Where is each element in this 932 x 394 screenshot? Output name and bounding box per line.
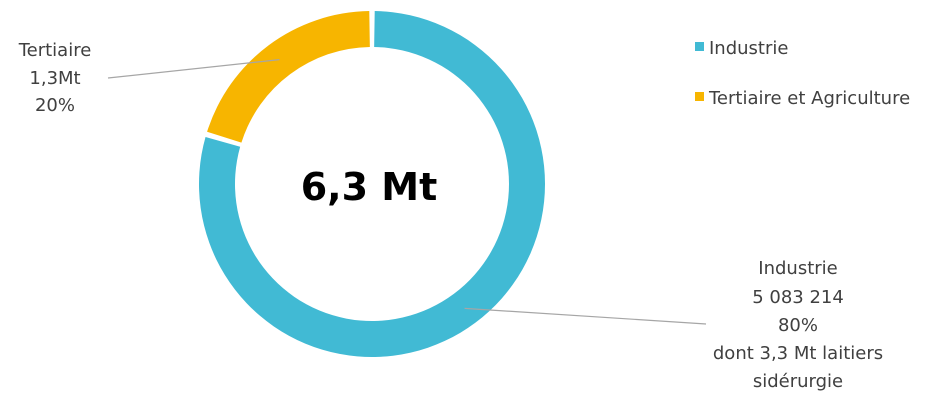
data-label-industrie-line-4: dont 3,3 Mt laitiers bbox=[713, 343, 883, 364]
data-label-industrie-line-5: sidérurgie bbox=[753, 371, 843, 392]
leader-line-industrie bbox=[464, 307, 707, 325]
legend-swatch-tertiaire-agriculture bbox=[695, 92, 704, 101]
slice-tertiaire-et-agriculture bbox=[207, 11, 370, 143]
data-label-tertiaire-line-2: 1,3Mt bbox=[29, 68, 80, 89]
legend-label-tertiaire-agriculture: Tertiaire et Agriculture bbox=[708, 88, 910, 109]
leader-line-tertiaire-et-agriculture bbox=[107, 59, 280, 79]
legend: Industrie Tertiaire et Agriculture bbox=[695, 38, 910, 109]
data-label-industrie-line-3: 80% bbox=[778, 315, 818, 336]
data-label-industrie-line-1: Industrie bbox=[758, 258, 837, 279]
legend-label-industrie: Industrie bbox=[709, 38, 788, 59]
center-total-label: 6,3 Mt bbox=[301, 165, 438, 209]
data-label-tertiaire-line-3: 20% bbox=[35, 95, 75, 116]
data-label-tertiaire-line-1: Tertiaire bbox=[18, 40, 92, 61]
data-label-tertiaire: Tertiaire 1,3Mt 20% bbox=[18, 40, 92, 116]
data-label-industrie-line-2: 5 083 214 bbox=[752, 287, 844, 308]
legend-swatch-industrie bbox=[695, 42, 704, 51]
data-label-industrie: Industrie 5 083 214 80% dont 3,3 Mt lait… bbox=[713, 258, 883, 392]
donut-slices bbox=[198, 11, 545, 358]
leader-lines bbox=[107, 59, 707, 325]
